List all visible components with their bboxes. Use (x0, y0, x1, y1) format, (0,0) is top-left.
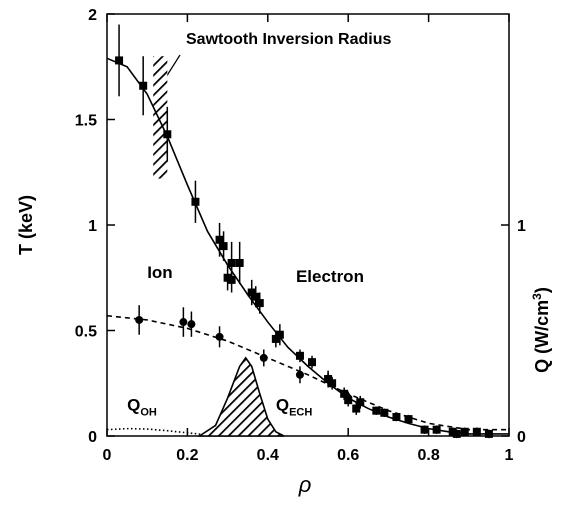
y-tick-label: 1 (88, 218, 97, 235)
series-label: Electron (296, 267, 364, 286)
plot-frame (106, 13, 510, 437)
x-tick-label: 0 (103, 447, 112, 464)
series-label-sub: OH (140, 407, 157, 419)
x-tick-label: 0.8 (417, 447, 439, 464)
x-tick-label: 0.4 (257, 447, 279, 464)
marker (392, 413, 401, 422)
marker (295, 351, 304, 360)
y-tick-label: 0.5 (75, 324, 97, 341)
x-tick-label: 0.2 (176, 447, 198, 464)
marker (472, 427, 481, 436)
annotation: Sawtooth Inversion Radius (186, 31, 391, 48)
marker (372, 406, 381, 415)
marker (215, 235, 224, 244)
marker (356, 398, 365, 407)
y-tick-label: 1.5 (75, 113, 97, 130)
marker (223, 273, 232, 282)
marker (420, 425, 429, 434)
marker (328, 379, 337, 388)
marker (219, 242, 228, 251)
marker (251, 292, 260, 301)
y-tick-label: 2 (88, 7, 97, 24)
x-axis-label: ρ (298, 472, 312, 497)
marker (163, 130, 172, 139)
marker (259, 353, 268, 362)
y2-tick-label: 0 (517, 429, 526, 446)
marker (452, 429, 461, 438)
series-label-sub: ECH (289, 407, 312, 419)
marker (235, 258, 244, 267)
inversion-band (153, 56, 168, 179)
fit-line (106, 57, 509, 435)
marker (295, 370, 304, 379)
x-tick-label: 1 (505, 447, 514, 464)
y2-label-text: ) (532, 287, 552, 293)
marker (227, 258, 236, 267)
marker (352, 404, 361, 413)
y-axis-label: T (keV) (16, 195, 36, 255)
marker (380, 408, 389, 417)
series-label-text: Q (276, 396, 289, 415)
series-label: Ion (147, 263, 173, 282)
y2-label-sup: 3 (530, 293, 544, 300)
series-label-text: Electron (296, 267, 364, 286)
marker (255, 299, 264, 308)
x-tick-label: 0.6 (337, 447, 359, 464)
marker (139, 81, 148, 90)
y2-tick-label: 1 (517, 218, 526, 235)
marker (135, 315, 144, 324)
marker (340, 389, 349, 398)
marker (460, 427, 469, 436)
series-label: QOH (127, 396, 157, 419)
marker (308, 358, 317, 367)
series-label-text: Ion (147, 263, 173, 282)
marker (187, 320, 196, 329)
area (196, 356, 285, 437)
fit-line (106, 314, 509, 431)
y2-axis-label: Q (W/cm3) (530, 287, 552, 373)
marker (247, 288, 256, 297)
series-label: QECH (276, 396, 313, 419)
y2-label-text: Q (W/cm (532, 300, 552, 373)
marker (115, 56, 124, 65)
marker (271, 334, 280, 343)
marker (179, 318, 188, 327)
y-tick-label: 0 (88, 429, 97, 446)
marker (404, 415, 413, 424)
marker (275, 330, 284, 339)
series-label-text: Q (127, 396, 140, 415)
